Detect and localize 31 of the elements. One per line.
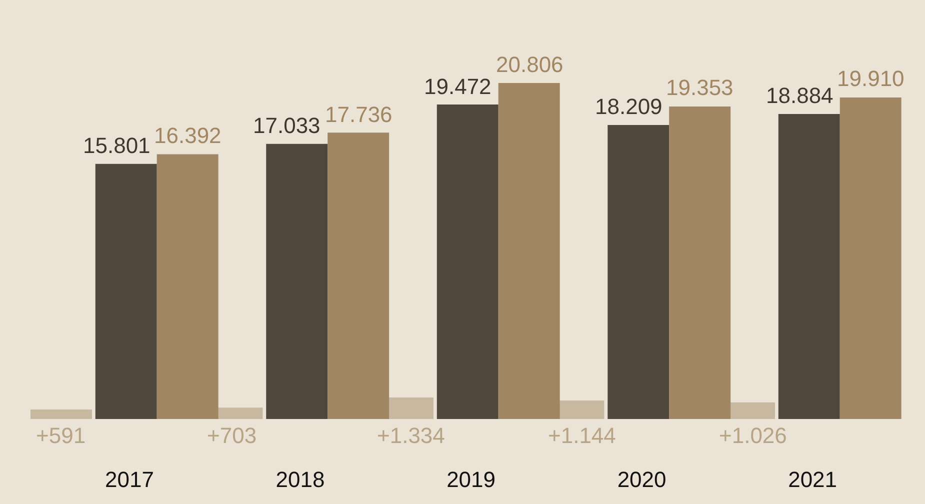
data-label: +703 bbox=[207, 423, 257, 448]
bar bbox=[778, 114, 840, 419]
data-label: 20.806 bbox=[496, 52, 564, 77]
data-label: 18.884 bbox=[766, 83, 834, 108]
data-label: +591 bbox=[36, 423, 86, 448]
data-label: 19.472 bbox=[424, 74, 492, 99]
x-tick-label: 2019 bbox=[446, 467, 496, 492]
bar bbox=[436, 104, 498, 419]
x-tick-label: 2018 bbox=[276, 467, 325, 492]
bar bbox=[669, 106, 731, 419]
x-tick-label: 2021 bbox=[788, 467, 838, 492]
data-label: 18.209 bbox=[595, 94, 662, 119]
x-tick-label: 2017 bbox=[105, 467, 154, 492]
data-label: 15.801 bbox=[83, 133, 150, 158]
bar bbox=[840, 97, 902, 419]
bar bbox=[156, 154, 218, 419]
bar bbox=[328, 132, 390, 419]
bar bbox=[30, 409, 92, 419]
data-label: 19.910 bbox=[837, 66, 904, 91]
data-label: 17.736 bbox=[325, 102, 392, 127]
data-label: +1.144 bbox=[548, 423, 616, 448]
x-tick-label: 2020 bbox=[617, 467, 666, 492]
data-label: 16.392 bbox=[154, 123, 222, 148]
bar bbox=[266, 144, 328, 419]
data-label: +1.334 bbox=[377, 423, 445, 448]
data-label: +1.026 bbox=[719, 423, 787, 448]
data-label: 19.353 bbox=[666, 75, 734, 100]
data-label: 17.033 bbox=[253, 113, 320, 138]
bar bbox=[498, 83, 560, 419]
bar bbox=[95, 164, 157, 419]
bar bbox=[608, 124, 670, 419]
